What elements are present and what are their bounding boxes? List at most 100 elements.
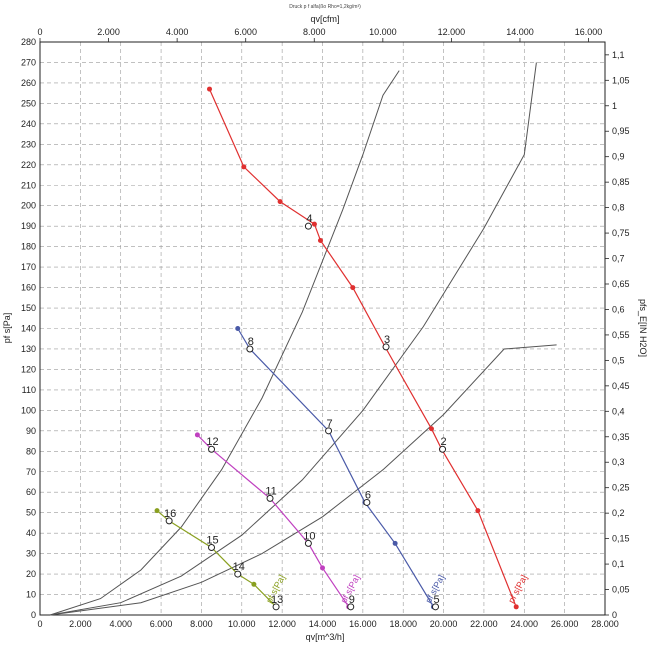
data-point — [317, 238, 323, 244]
right-tick-label: 0,45 — [612, 381, 630, 391]
y-tick-label: 230 — [21, 139, 36, 149]
right-tick-label: 1,05 — [612, 75, 630, 85]
operating-point-label: 10 — [303, 530, 315, 542]
operating-point-label: 6 — [365, 489, 371, 501]
data-point — [350, 285, 356, 291]
y-tick-label: 170 — [21, 262, 36, 272]
y-tick-label: 180 — [21, 242, 36, 252]
y-tick-label: 90 — [26, 426, 36, 436]
right-tick-label: 1,1 — [612, 50, 625, 60]
top-tick-label: 6.000 — [234, 27, 257, 37]
right-tick-label: 1 — [612, 101, 617, 111]
y-tick-label: 200 — [21, 201, 36, 211]
y-tick-label: 50 — [26, 508, 36, 518]
top-tick-label: 16.000 — [575, 27, 603, 37]
y-tick-label: 280 — [21, 37, 36, 47]
x-tick-label: 18.000 — [389, 619, 417, 629]
top-tick-label: 4.000 — [166, 27, 189, 37]
x-tick-label: 12.000 — [268, 619, 296, 629]
right-tick-label: 0,55 — [612, 330, 630, 340]
operating-point — [432, 603, 439, 611]
x-tick-label: 26.000 — [551, 619, 579, 629]
right-tick-label: 0 — [612, 610, 617, 620]
system-curve — [49, 70, 400, 616]
top-tick-label: 14.000 — [506, 27, 534, 37]
top-tick-label: 12.000 — [438, 27, 466, 37]
operating-point-label: 8 — [248, 336, 254, 348]
y-tick-label: 80 — [26, 446, 36, 456]
operating-point-label: 13 — [271, 594, 283, 606]
right-tick-label: 0,7 — [612, 254, 625, 264]
operating-point — [208, 543, 216, 551]
data-point — [235, 326, 241, 331]
x-tick-label: 2.000 — [69, 619, 92, 629]
y-tick-label: 110 — [22, 385, 36, 395]
data-point — [513, 604, 519, 610]
plot-frame — [39, 41, 606, 616]
x-tick-label: 0 — [37, 619, 42, 629]
y-tick-label: 260 — [21, 78, 36, 88]
y-tick-label: 250 — [21, 98, 36, 108]
y-tick-label: 120 — [21, 364, 36, 374]
right-tick-label: 0,85 — [612, 177, 630, 187]
x-tick-label: 20.000 — [430, 619, 458, 629]
right-tick-label: 0,95 — [612, 126, 630, 136]
y-tick-label: 20 — [26, 569, 36, 579]
x-tick-label: 28.000 — [591, 619, 619, 629]
operating-point — [272, 603, 280, 611]
operating-point — [234, 570, 242, 578]
data-point — [241, 164, 247, 170]
operating-point-label: 7 — [326, 418, 332, 430]
axes — [39, 38, 609, 616]
x-tick-label: 6.000 — [150, 619, 173, 629]
data-point — [428, 426, 434, 432]
top-tick-label: 0 — [37, 27, 42, 37]
y-tick-label: 10 — [26, 590, 36, 600]
operating-point — [382, 343, 390, 351]
x-tick-label: 4.000 — [109, 619, 132, 629]
operating-point — [208, 445, 216, 453]
operating-point — [304, 222, 312, 230]
y-tick-label: 160 — [21, 283, 36, 293]
right-tick-label: 0,4 — [612, 406, 625, 416]
data-point — [277, 199, 283, 205]
operating-point-label: 12 — [206, 436, 218, 448]
right-tick-label: 0,2 — [612, 508, 625, 518]
grid-lines — [39, 41, 606, 616]
system-curve — [50, 62, 537, 616]
operating-point-label: 5 — [433, 594, 439, 606]
data-point — [320, 565, 325, 571]
top-tick-label: 10.000 — [369, 27, 397, 37]
x-axis-bottom-label: qv[m^3/h] — [306, 632, 345, 642]
operating-point-label: 14 — [233, 561, 245, 573]
y-tick-label: 40 — [26, 528, 36, 538]
right-tick-label: 0,05 — [612, 585, 630, 595]
y-tick-label: 130 — [21, 344, 36, 354]
right-tick-label: 0,6 — [612, 304, 625, 314]
y-axis-right-label: pfs_E[IN H2O] — [638, 299, 648, 357]
fan-curve — [208, 88, 517, 608]
y-axis-left-label: pf s[Pa] — [2, 313, 12, 344]
data-point — [251, 581, 257, 587]
y-tick-label: 270 — [21, 57, 36, 67]
x-tick-label: 16.000 — [349, 619, 377, 629]
x-tick-label: 10.000 — [228, 619, 256, 629]
operating-point — [266, 494, 274, 502]
x-tick-label: 8.000 — [190, 619, 213, 629]
x-tick-label: 14.000 — [309, 619, 337, 629]
system-curves — [49, 62, 557, 616]
right-tick-label: 0,5 — [612, 355, 625, 365]
system-curve — [50, 344, 557, 616]
y-tick-label: 100 — [21, 405, 36, 415]
data-point — [392, 540, 398, 546]
y-tick-label: 190 — [21, 221, 36, 231]
y-tick-label: 140 — [21, 324, 36, 334]
y-tick-label: 150 — [21, 303, 36, 313]
y-tick-label: 210 — [21, 180, 36, 190]
operating-point — [363, 498, 371, 506]
y-tick-label: 30 — [26, 549, 36, 559]
right-tick-label: 0,1 — [612, 559, 625, 569]
y-tick-label: 240 — [21, 119, 36, 129]
